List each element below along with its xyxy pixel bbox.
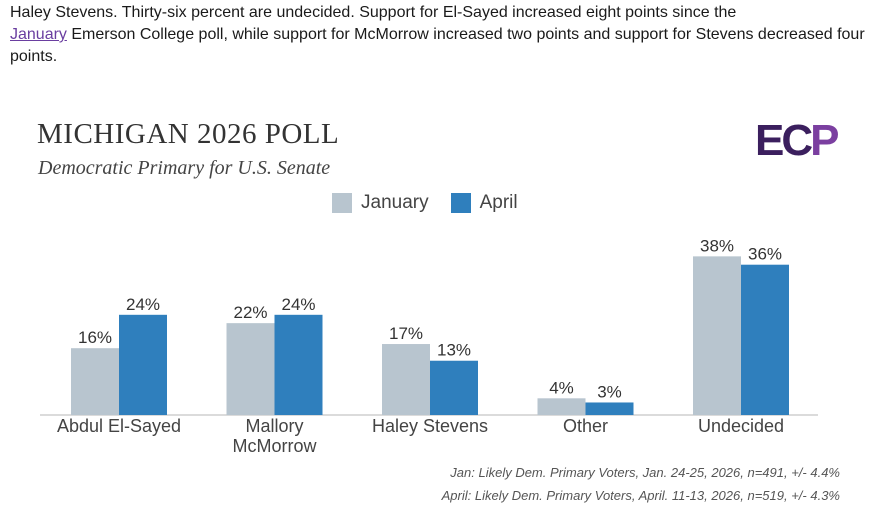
data-label-april-2: 13% bbox=[437, 341, 471, 360]
legend-swatch-april bbox=[450, 193, 471, 213]
emerson-logo: ECP bbox=[755, 116, 840, 166]
data-label-april-3: 3% bbox=[597, 382, 622, 401]
logo-text: EC bbox=[755, 116, 813, 165]
data-label-april-0: 24% bbox=[126, 295, 160, 314]
category-label-3-0: Other bbox=[563, 416, 608, 436]
intro-paragraph: Haley Stevens. Thirty-six percent are un… bbox=[10, 2, 868, 68]
category-label-4-0: Undecided bbox=[698, 416, 784, 436]
january-poll-link[interactable]: January bbox=[10, 26, 67, 43]
chart-subtitle: Democratic Primary for U.S. Senate bbox=[38, 157, 331, 179]
footnote-january: Jan: Likely Dem. Primary Voters, Jan. 24… bbox=[450, 465, 840, 480]
chart-legend: January April bbox=[332, 192, 540, 214]
bar-april-4 bbox=[741, 264, 789, 415]
intro-text-line2: Emerson College poll, while support for … bbox=[10, 26, 865, 65]
category-label-0-0: Abdul El-Sayed bbox=[57, 416, 181, 436]
data-label-january-3: 4% bbox=[549, 378, 574, 397]
category-label-1-1: McMorrow bbox=[233, 436, 318, 456]
data-label-january-1: 22% bbox=[233, 303, 267, 322]
logo-accent-text: P bbox=[810, 116, 839, 165]
bar-april-3 bbox=[585, 402, 634, 415]
data-label-january-4: 38% bbox=[700, 236, 734, 255]
bar-april-0 bbox=[119, 314, 167, 415]
legend-item-january: January bbox=[332, 192, 429, 214]
bar-april-1 bbox=[274, 314, 323, 415]
legend-swatch-january bbox=[332, 193, 352, 213]
legend-label-january: January bbox=[361, 192, 429, 213]
bar-april-2 bbox=[430, 360, 478, 415]
data-label-april-4: 36% bbox=[748, 245, 782, 264]
data-label-january-0: 16% bbox=[78, 328, 112, 347]
category-label-1-0: Mallory bbox=[245, 416, 303, 436]
data-label-january-2: 17% bbox=[389, 324, 423, 343]
data-label-april-1: 24% bbox=[281, 295, 315, 314]
category-label-2-0: Haley Stevens bbox=[372, 416, 488, 436]
bar-january-1 bbox=[226, 323, 275, 415]
bar-january-0 bbox=[71, 348, 119, 415]
footnote-april: April: Likely Dem. Primary Voters, April… bbox=[441, 488, 840, 503]
bar-january-3 bbox=[537, 398, 586, 415]
bar-january-2 bbox=[382, 344, 430, 415]
chart-title: MICHIGAN 2026 POLL bbox=[37, 118, 340, 150]
legend-item-april: April bbox=[450, 192, 518, 214]
intro-text-line1: Haley Stevens. Thirty-six percent are un… bbox=[10, 4, 737, 21]
bar-january-4 bbox=[693, 256, 741, 415]
legend-label-april: April bbox=[479, 192, 518, 213]
